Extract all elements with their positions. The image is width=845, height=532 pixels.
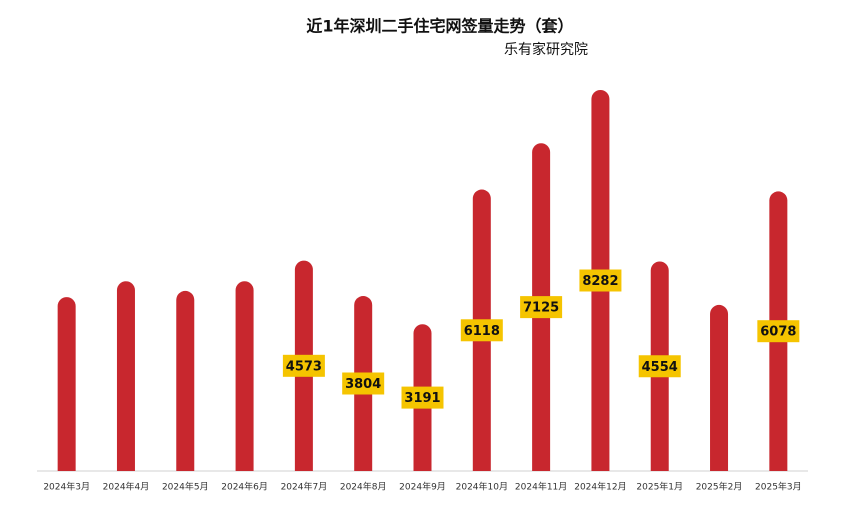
x-tick-label: 2024年5月 [162,481,209,493]
x-tick-label: 2024年12月 [574,481,626,493]
x-tick-label: 2025年1月 [636,481,683,493]
value-label: 8282 [582,274,618,289]
value-label-box [638,355,681,378]
value-label-box [520,296,563,319]
value-label-box [460,319,503,342]
x-tick-label: 2024年3月 [43,481,90,493]
x-tick-label: 2024年10月 [456,481,508,493]
x-tick-label: 2024年4月 [103,481,150,493]
value-label-box [579,269,622,292]
value-label-box [401,386,444,409]
x-tick-label: 2024年9月 [399,481,446,493]
x-tick-label: 2025年3月 [755,481,802,493]
value-label-box [342,372,385,395]
x-tick-label: 2024年8月 [340,481,387,493]
value-label: 4573 [286,359,322,374]
value-label-box [282,354,325,377]
chart-title: 近1年深圳二手住宅网签量走势（套） [306,17,573,36]
value-label: 6118 [464,324,500,339]
bar [57,297,76,471]
value-label: 4554 [642,360,678,375]
x-tick-label: 2024年11月 [515,481,567,493]
value-label-box [757,320,800,343]
value-label: 7125 [523,301,559,316]
x-tick-label: 2025年2月 [696,481,743,493]
value-label: 3804 [345,377,381,392]
bar [710,304,729,471]
bar [176,290,195,471]
value-label: 3191 [404,391,440,406]
bar [116,281,135,471]
x-tick-label: 2024年6月 [221,481,268,493]
value-label: 6078 [760,325,796,340]
bar [235,281,254,471]
chart-subtitle: 乐有家研究院 [504,41,588,58]
x-tick-label: 2024年7月 [281,481,328,493]
